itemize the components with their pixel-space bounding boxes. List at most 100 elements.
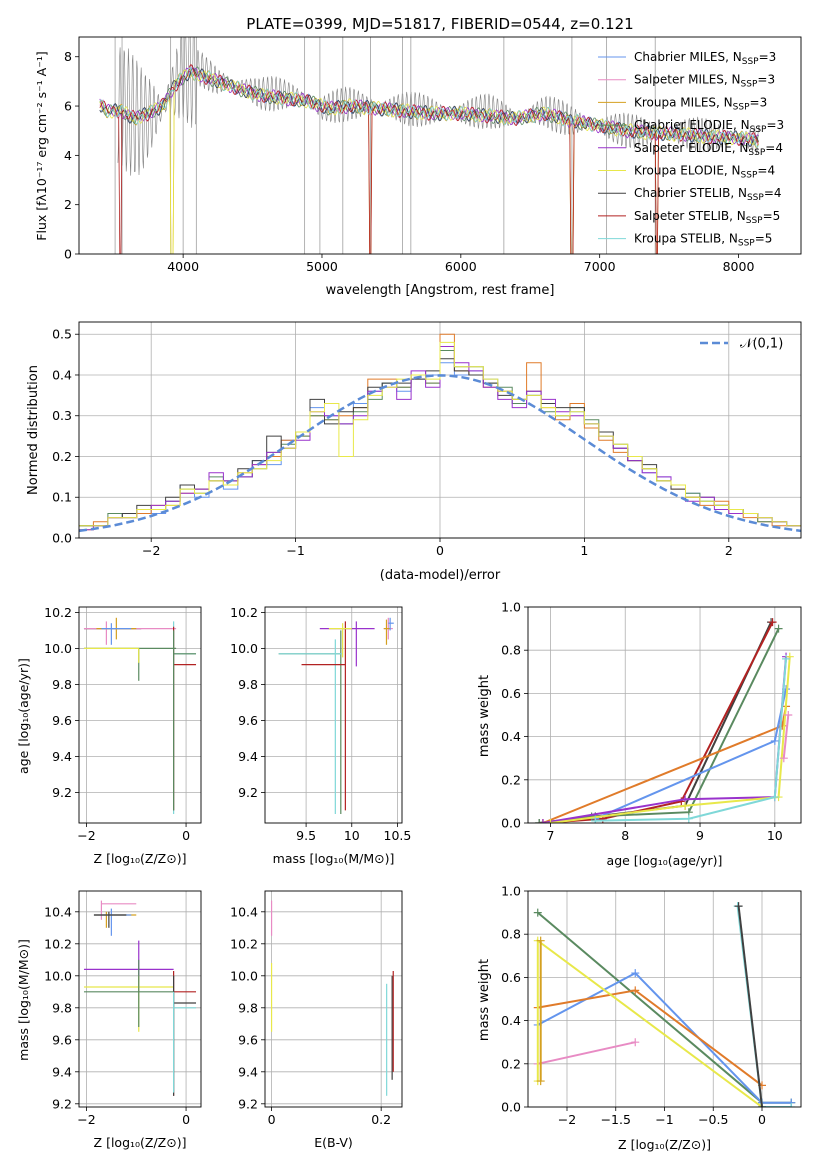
- panel-age-vs-Z: −2 0 9.2 9.4 9.6 9.8 10.0 10.2: [44, 605, 202, 843]
- legend-label: Salpeter MILES, NSSP=3: [634, 73, 775, 90]
- y-tick-label: 0.3: [52, 408, 72, 423]
- y-tick-label: 10.0: [44, 641, 72, 656]
- weight-lines: [533, 902, 796, 1107]
- histogram-step: [79, 341, 801, 527]
- y-axis-label: mass [log₁₀(M/M⊙)]: [16, 939, 31, 1061]
- legend-label: Chabrier ELODIE, NSSP=3: [634, 118, 784, 135]
- x-tick-label: 7: [546, 828, 554, 843]
- y-tick-label: 9.6: [52, 713, 72, 728]
- weight-lines: [535, 618, 794, 823]
- x-tick-label: 4000: [167, 259, 199, 274]
- y-tick-label: 9.6: [238, 713, 258, 728]
- weight-marker: [681, 801, 690, 810]
- y-tick-label: 0.2: [501, 1056, 521, 1071]
- y-tick-label: 10.2: [44, 936, 72, 951]
- weight-marker: [536, 936, 545, 945]
- weight-line: [539, 628, 780, 823]
- x-tick-label: 10: [767, 828, 783, 843]
- y-tick-label: 9.4: [238, 1064, 258, 1079]
- spectrum-lines: [99, 37, 760, 254]
- y-tick-label: 1.0: [501, 884, 521, 899]
- y-tick-label: 9.6: [52, 1032, 72, 1047]
- legend-label: 𝒩(0,1): [740, 337, 783, 352]
- weight-marker: [631, 969, 640, 978]
- y-tick-label: 0.4: [52, 367, 72, 382]
- y-axis-label: age [log₁₀(age/yr)]: [16, 658, 31, 774]
- x-tick-label: 10.5: [384, 828, 412, 843]
- x-tick-label: 0: [268, 1112, 276, 1127]
- x-axis-label: Z [log₁₀(Z/Z⊙)]: [94, 1135, 187, 1150]
- error-bars: [83, 617, 197, 814]
- weight-marker: [774, 624, 783, 633]
- x-axis-label: Z [log₁₀(Z/Z⊙)]: [618, 1137, 711, 1152]
- y-tick-label: 9.4: [52, 1064, 72, 1079]
- y-tick-label: 0.6: [501, 686, 521, 701]
- weight-marker: [770, 736, 779, 745]
- weight-line: [537, 1041, 636, 1065]
- model-line: [99, 67, 759, 145]
- ticks: −2 −1.5 −1 −0.5 0 0.0 0.2 0.4 0.6 0.8 1.0: [501, 884, 766, 1128]
- x-tick-label: 9.5: [296, 828, 316, 843]
- x-tick-label: 6000: [445, 259, 477, 274]
- x-axis-label: E(B-V): [314, 1135, 353, 1150]
- y-tick-label: 10.2: [230, 605, 258, 620]
- weight-line: [537, 989, 763, 1087]
- legend-label: Salpeter STELIB, NSSP=5: [634, 209, 780, 226]
- weight-line: [737, 905, 763, 1107]
- x-tick-label: −2: [77, 828, 95, 843]
- y-tick-label: 10.2: [230, 936, 258, 951]
- weight-marker: [768, 618, 777, 627]
- x-tick-label: 0: [758, 1112, 766, 1127]
- y-tick-label: 9.8: [52, 1000, 72, 1015]
- histograms: [79, 333, 801, 533]
- y-tick-label: 10.2: [44, 605, 72, 620]
- x-axis-label: Z [log₁₀(Z/Z⊙)]: [94, 851, 187, 866]
- y-tick-label: 6: [64, 99, 72, 114]
- weight-marker: [533, 908, 542, 917]
- panel-residuals: −2 −1 0 1 2 0.0 0.1 0.2 0.3 0.4 0.5: [52, 321, 802, 558]
- weight-marker: [782, 654, 791, 663]
- y-tick-label: 9.2: [238, 1096, 258, 1111]
- x-tick-label: −2: [77, 1112, 95, 1127]
- weight-line: [595, 658, 787, 822]
- axes-frame: [527, 890, 802, 1108]
- x-axis-label: (data-model)/error: [380, 568, 501, 583]
- normal-curve: [79, 374, 801, 533]
- ticks: −2 0 9.2 9.4 9.6 9.8 10.0 10.2: [44, 605, 190, 843]
- y-tick-label: 8: [64, 49, 72, 64]
- axes-frame: [264, 606, 403, 824]
- weight-marker: [784, 711, 793, 719]
- ticks: 4000 5000 6000 7000 8000 0 2 4 6 8: [64, 49, 754, 274]
- y-axis-label: mass weight: [477, 675, 492, 757]
- ticks: 9.5 10 10.5 9.2 9.4 9.6 9.8 10.0 10.2: [230, 605, 411, 843]
- weight-marker: [631, 986, 640, 995]
- y-tick-label: 10.0: [230, 641, 258, 656]
- weight-marker: [785, 652, 794, 661]
- error-bars: [270, 900, 394, 1096]
- x-tick-label: 0: [182, 828, 190, 843]
- y-axis-label: Normed distribution: [26, 365, 41, 495]
- x-tick-label: 7000: [584, 259, 616, 274]
- y-tick-label: 0.1: [52, 490, 72, 505]
- legend-label: Chabrier MILES, NSSP=3: [634, 50, 776, 67]
- x-tick-label: 5000: [306, 259, 338, 274]
- x-tick-label: 10: [344, 828, 360, 843]
- y-tick-label: 0: [64, 247, 72, 262]
- weight-line: [536, 938, 763, 1107]
- y-tick-label: 0.2: [501, 772, 521, 787]
- y-tick-label: 0.2: [52, 449, 72, 464]
- ticks: −2 0 9.2 9.4 9.6 9.8 10.0 10.2 10.4: [44, 904, 190, 1127]
- weight-line: [782, 714, 790, 759]
- legend-label: Kroupa MILES, NSSP=3: [634, 95, 767, 112]
- x-tick-label: 2: [725, 543, 733, 558]
- axes-frame: [78, 606, 202, 824]
- legend-label: Kroupa STELIB, NSSP=5: [634, 232, 772, 249]
- y-tick-label: 4: [64, 148, 72, 163]
- x-tick-label: 8: [621, 828, 629, 843]
- weight-line: [736, 905, 792, 1107]
- y-tick-label: 9.8: [238, 1000, 258, 1015]
- axes-frame: [78, 890, 202, 1108]
- weight-marker: [631, 1038, 640, 1047]
- model-line: [99, 64, 759, 254]
